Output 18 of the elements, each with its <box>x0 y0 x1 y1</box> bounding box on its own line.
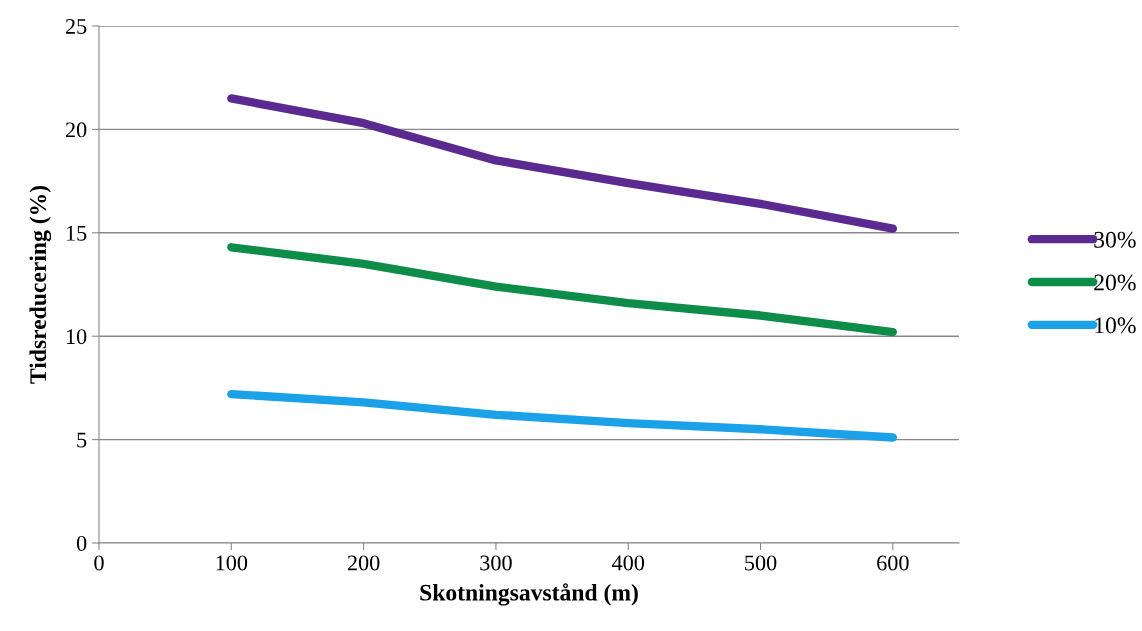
x-tick-label: 400 <box>612 555 645 571</box>
x-tick-label: 200 <box>347 555 380 571</box>
x-tick-label: 300 <box>480 555 512 571</box>
y-tick-label: 0 <box>76 535 87 551</box>
y-axis-title: Tidsreducering (%) <box>29 185 52 384</box>
legend-label: 20% <box>1094 274 1136 291</box>
legend-label: 10% <box>1095 317 1136 334</box>
x-tick-label: 600 <box>877 555 909 571</box>
x-tick-label: 100 <box>216 555 248 571</box>
y-tick-label: 15 <box>66 225 87 241</box>
x-axis-title: Skotningsavstånd (m) <box>420 583 638 606</box>
x-tick-label: 500 <box>745 555 777 571</box>
legend-label: 30% <box>1094 231 1136 248</box>
x-tick-label: 0 <box>94 555 104 571</box>
y-tick-label: 20 <box>65 122 87 138</box>
y-tick-label: 25 <box>65 18 87 34</box>
y-tick-label: 5 <box>77 432 87 448</box>
y-tick-label: 10 <box>66 329 87 345</box>
